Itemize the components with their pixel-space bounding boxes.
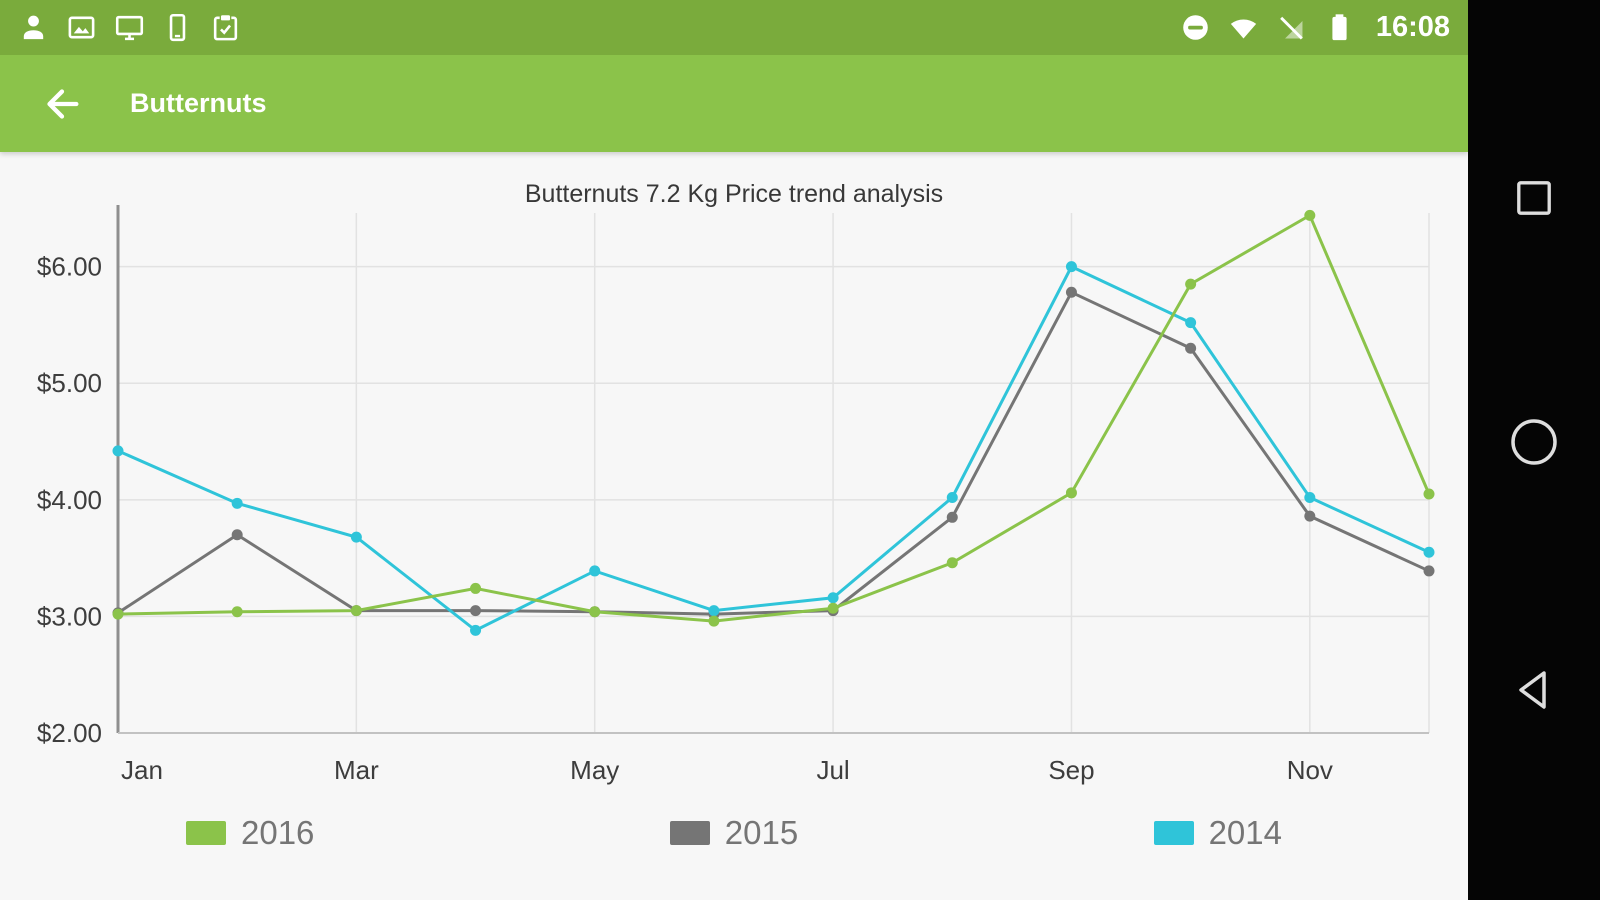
chart-title: Butternuts 7.2 Kg Price trend analysis bbox=[524, 180, 944, 208]
recents-button[interactable] bbox=[1468, 158, 1600, 238]
series-line-2015 bbox=[117, 290, 1430, 616]
data-point-2014[interactable] bbox=[1185, 317, 1197, 329]
y-tick-label: $4.00 bbox=[37, 485, 102, 515]
person-icon bbox=[23, 15, 44, 40]
y-tick-label: $3.00 bbox=[37, 601, 102, 631]
home-button[interactable] bbox=[1468, 402, 1600, 482]
data-point-2016[interactable] bbox=[1304, 209, 1316, 221]
data-point-2014[interactable] bbox=[708, 605, 720, 617]
data-point-2016[interactable] bbox=[350, 605, 362, 617]
data-point-2014[interactable] bbox=[827, 592, 839, 604]
app-bar: Butternuts bbox=[0, 55, 1468, 152]
no-sim-icon bbox=[1279, 16, 1303, 40]
y-tick-label: $2.00 bbox=[37, 718, 102, 748]
status-bar-system: 16:08 bbox=[1180, 11, 1450, 44]
x-tick-label: Jul bbox=[816, 755, 849, 785]
legend-label: 2014 bbox=[1208, 814, 1282, 851]
price-trend-chart[interactable]: $2.00 $3.00 $4.00 $5.00 $6.00 Jan Mar May Jul Sep… bbox=[0, 152, 1468, 802]
chart-screen: Butternuts 7.2 Kg Price trend analysis $… bbox=[0, 152, 1468, 900]
data-point-2014[interactable] bbox=[350, 531, 362, 543]
series-line-2014 bbox=[117, 264, 1430, 633]
battery-icon bbox=[1332, 14, 1347, 41]
data-point-2015[interactable] bbox=[946, 511, 958, 523]
image-icon bbox=[68, 16, 95, 39]
data-point-2015[interactable] bbox=[1423, 565, 1435, 577]
series-line-2016 bbox=[117, 213, 1431, 623]
status-time: 16:08 bbox=[1375, 11, 1450, 43]
chart-legend: 2016 2015 2014 bbox=[0, 814, 1468, 852]
clipboard-icon bbox=[213, 15, 238, 41]
status-bar-notifications bbox=[18, 12, 241, 43]
data-point-2016[interactable] bbox=[946, 557, 958, 569]
android-nav-bar bbox=[1468, 0, 1600, 900]
legend-label: 2015 bbox=[724, 814, 799, 851]
back-nav-button[interactable] bbox=[1468, 650, 1600, 730]
data-point-2014[interactable] bbox=[231, 497, 243, 509]
data-point-2015[interactable] bbox=[1185, 342, 1197, 354]
back-triangle-icon bbox=[1519, 671, 1546, 709]
data-point-2016[interactable] bbox=[112, 608, 124, 620]
legend-swatch bbox=[1153, 821, 1194, 845]
data-point-2016[interactable] bbox=[827, 602, 839, 614]
do-not-disturb-icon bbox=[1183, 15, 1208, 40]
data-point-2014[interactable] bbox=[470, 624, 482, 636]
legend-item-2016: 2016 bbox=[186, 814, 314, 852]
x-tick-label: Jan bbox=[121, 755, 163, 785]
data-point-2014[interactable] bbox=[1423, 546, 1435, 558]
status-bar: 16:08 bbox=[0, 0, 1468, 55]
back-button[interactable] bbox=[36, 79, 86, 129]
data-point-2015[interactable] bbox=[231, 529, 243, 541]
app-bar-title: Butternuts bbox=[130, 88, 267, 118]
data-point-2016[interactable] bbox=[1423, 488, 1435, 500]
legend-item-2015: 2015 bbox=[669, 814, 799, 852]
phone-icon bbox=[169, 13, 186, 42]
legend-label: 2016 bbox=[241, 814, 315, 851]
y-tick-label: $5.00 bbox=[37, 368, 102, 398]
data-point-2014[interactable] bbox=[1304, 491, 1316, 503]
data-point-2015[interactable] bbox=[470, 605, 482, 617]
legend-swatch bbox=[186, 821, 226, 845]
wifi-icon bbox=[1230, 19, 1256, 39]
data-point-2016[interactable] bbox=[589, 606, 601, 618]
x-tick-label: Nov bbox=[1287, 755, 1333, 785]
data-point-2016[interactable] bbox=[708, 615, 720, 627]
data-point-2016[interactable] bbox=[1065, 487, 1077, 499]
data-point-2015[interactable] bbox=[1304, 510, 1316, 522]
x-tick-label: Sep bbox=[1048, 755, 1094, 785]
display-icon bbox=[115, 15, 144, 41]
data-point-2014[interactable] bbox=[1065, 261, 1077, 273]
x-tick-label: Mar bbox=[334, 755, 379, 785]
home-circle-icon bbox=[1511, 419, 1557, 465]
y-tick-label: $6.00 bbox=[37, 252, 102, 282]
x-tick-label: May bbox=[570, 755, 619, 785]
data-point-2015[interactable] bbox=[1065, 286, 1077, 298]
recents-square-icon bbox=[1517, 181, 1551, 215]
data-point-2014[interactable] bbox=[112, 445, 124, 457]
data-point-2014[interactable] bbox=[589, 565, 601, 577]
data-point-2016[interactable] bbox=[470, 582, 482, 594]
data-point-2016[interactable] bbox=[1185, 278, 1197, 290]
data-point-2016[interactable] bbox=[231, 606, 243, 618]
legend-item-2014: 2014 bbox=[1153, 814, 1282, 852]
legend-swatch bbox=[669, 821, 710, 845]
data-point-2014[interactable] bbox=[946, 491, 958, 503]
arrow-back-icon bbox=[47, 88, 79, 119]
